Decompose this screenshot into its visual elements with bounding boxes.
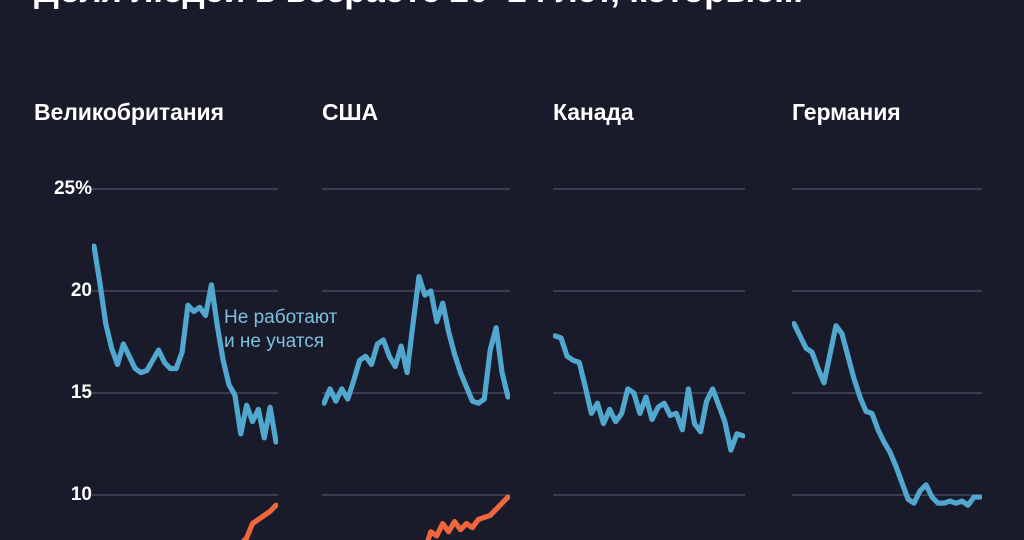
chart-panel-canada [553,0,745,540]
series-line-blue [322,274,510,406]
plot-area [792,188,982,508]
panel-title-uk: Великобритания [34,99,224,125]
panel-title-germany: Германия [792,99,901,125]
page-title: Доля людей в возрасте 20–24 лет, которые… [34,0,1014,12]
plot-area [322,188,510,540]
plot-area [553,188,745,496]
annotation-neet: Не работают и не учатся [224,307,338,352]
chart-panel-uk [92,0,278,540]
y-axis-tick-15: 15 [70,382,92,403]
panel-title-usa: США [322,99,379,125]
y-axis: 25% 20 15 10 [0,0,92,540]
chart-panel-usa [322,0,510,540]
y-axis-tick-20: 20 [70,280,92,301]
series-line-orange [425,494,510,540]
series-line-orange [240,502,278,540]
plot-area [92,188,278,540]
chart-panel-germany [792,0,982,540]
y-axis-tick-10: 10 [70,484,92,505]
series-line-blue [792,321,982,508]
series-line-blue [92,243,278,445]
y-axis-tick-25: 25% [53,178,92,199]
panel-title-canada: Канада [553,99,634,125]
series-line-blue [553,333,745,453]
